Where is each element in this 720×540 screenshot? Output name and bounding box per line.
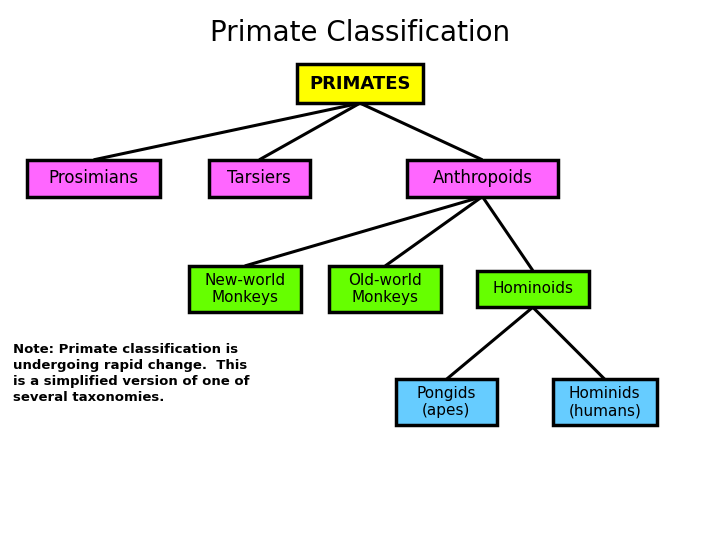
Text: Anthropoids: Anthropoids: [433, 169, 532, 187]
Text: PRIMATES: PRIMATES: [310, 75, 410, 93]
Text: Prosimians: Prosimians: [48, 169, 139, 187]
Text: Note: Primate classification is
undergoing rapid change.  This
is a simplified v: Note: Primate classification is undergoi…: [13, 343, 249, 404]
FancyBboxPatch shape: [396, 379, 497, 426]
FancyBboxPatch shape: [189, 266, 301, 312]
Text: Hominoids: Hominoids: [492, 281, 573, 296]
FancyBboxPatch shape: [27, 160, 160, 197]
FancyBboxPatch shape: [553, 379, 657, 426]
FancyBboxPatch shape: [330, 266, 441, 312]
Text: Tarsiers: Tarsiers: [228, 169, 291, 187]
FancyBboxPatch shape: [407, 160, 558, 197]
Text: Primate Classification: Primate Classification: [210, 19, 510, 47]
FancyBboxPatch shape: [209, 160, 310, 197]
FancyBboxPatch shape: [477, 271, 589, 307]
Text: Old-world
Monkeys: Old-world Monkeys: [348, 273, 422, 305]
Text: Hominids
(humans): Hominids (humans): [568, 386, 642, 418]
FancyBboxPatch shape: [297, 64, 423, 103]
Text: New-world
Monkeys: New-world Monkeys: [204, 273, 285, 305]
Text: Pongids
(apes): Pongids (apes): [417, 386, 476, 418]
